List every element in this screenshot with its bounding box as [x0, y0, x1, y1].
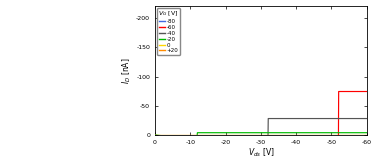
Legend: -80, -60, -40, -20, 0, +20: -80, -60, -40, -20, 0, +20 — [156, 8, 180, 55]
Y-axis label: $I_D$ [nA]: $I_D$ [nA] — [121, 57, 133, 84]
X-axis label: $V_{ds}$ [V]: $V_{ds}$ [V] — [248, 146, 274, 157]
